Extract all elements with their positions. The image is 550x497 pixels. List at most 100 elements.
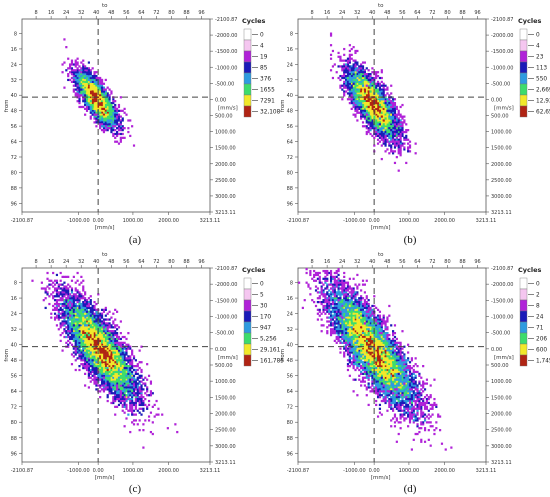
heatmap-cell	[134, 403, 137, 407]
right-tick-label: 2500.00	[215, 428, 236, 434]
heatmap-cell	[352, 67, 355, 70]
heatmap-cell	[127, 396, 130, 399]
heatmap-cell	[390, 115, 393, 118]
heatmap-cell	[367, 98, 370, 101]
heatmap-cell	[395, 127, 398, 130]
heatmap-cell	[82, 304, 85, 308]
heatmap-cell	[423, 417, 427, 420]
heatmap-cell	[401, 374, 404, 377]
heatmap-cell	[108, 343, 111, 346]
heatmap-cell	[97, 363, 100, 366]
heatmap-cell	[371, 80, 374, 83]
heatmap-cell	[354, 115, 357, 118]
heatmap-cell	[55, 314, 59, 317]
heatmap-cell	[354, 337, 357, 341]
heatmap-cell	[382, 138, 385, 141]
heatmap-cell	[354, 59, 357, 62]
heatmap-cell	[326, 279, 329, 282]
heatmap-cell	[375, 113, 378, 116]
heatmap-cell	[102, 119, 106, 122]
heatmap-cell	[360, 343, 363, 346]
heatmap-cell	[352, 84, 355, 87]
heatmap-cell	[350, 88, 353, 91]
heatmap-cell	[348, 332, 351, 335]
heatmap-cell	[356, 332, 359, 335]
heatmap-cell	[100, 84, 104, 87]
heatmap-cell	[388, 347, 391, 350]
heatmap-cell	[371, 111, 374, 114]
heatmap-cell	[380, 370, 383, 374]
heatmap-cell	[390, 396, 393, 399]
heatmap-cell	[395, 347, 398, 350]
heatmap-cell	[106, 396, 109, 399]
heatmap-cell	[72, 304, 75, 308]
heatmap-cell	[346, 98, 350, 101]
heatmap-cell	[356, 80, 359, 83]
heatmap-cell	[378, 92, 382, 95]
heatmap-cell	[100, 366, 104, 370]
heatmap-cell	[397, 388, 400, 391]
heatmap-cell	[365, 353, 368, 356]
right-tick-label: 1500.00	[491, 146, 512, 152]
heatmap-cell	[80, 326, 83, 329]
heatmap-cell	[69, 337, 72, 341]
heatmap-cell	[375, 132, 378, 136]
heatmap-cell	[116, 347, 119, 350]
heatmap-cell	[416, 407, 419, 410]
heatmap-cell	[76, 320, 79, 323]
heatmap-cell	[117, 357, 121, 360]
heatmap-cell	[85, 308, 89, 311]
heatmap-cell	[397, 132, 400, 136]
heatmap-cell	[125, 368, 128, 372]
heatmap-cell	[316, 308, 319, 311]
heatmap-cell	[384, 361, 387, 364]
heatmap-cell	[63, 316, 66, 319]
heatmap-cell	[74, 65, 77, 68]
legend-label: 161,785	[260, 359, 284, 365]
heatmap-cell	[123, 370, 126, 374]
heatmap-cell	[129, 376, 132, 379]
heatmap-cell	[80, 332, 83, 335]
heatmap-cell	[399, 421, 402, 424]
heatmap-cell	[369, 308, 372, 311]
heatmap-cell	[328, 295, 331, 298]
heatmap-cell	[65, 341, 68, 344]
heatmap-cell	[93, 103, 96, 107]
heatmap-cell	[422, 413, 425, 416]
heatmap-cell	[80, 318, 83, 321]
heatmap-cell	[134, 370, 137, 374]
heatmap-cell	[80, 316, 83, 319]
heatmap-cell	[31, 279, 34, 282]
heatmap-cell	[134, 394, 137, 397]
heatmap-cell	[106, 357, 109, 360]
heatmap-cell	[131, 359, 134, 362]
heatmap-cell	[85, 330, 89, 333]
heatmap-cell	[110, 115, 113, 118]
heatmap-cell	[360, 353, 363, 356]
heatmap-cell	[395, 361, 398, 364]
heatmap-cell	[146, 407, 149, 410]
heatmap-cell	[116, 333, 119, 337]
heatmap-cell	[360, 357, 363, 360]
heatmap-cell	[114, 397, 117, 401]
heatmap-cell	[95, 82, 98, 85]
legend-swatch	[243, 354, 252, 367]
heatmap-cell	[408, 144, 412, 147]
heatmap-cell	[346, 295, 350, 298]
heatmap-cell	[125, 113, 128, 116]
heatmap-cell	[123, 386, 126, 389]
heatmap-cell	[78, 310, 81, 313]
heatmap-cell	[102, 98, 106, 101]
legend-swatch	[519, 28, 528, 41]
heatmap-cell	[119, 320, 122, 323]
heatmap-cell	[84, 65, 87, 68]
heatmap-cell	[416, 399, 419, 403]
heatmap-cell	[80, 297, 83, 300]
heatmap-cell	[112, 127, 115, 130]
heatmap-cell	[412, 438, 415, 441]
heatmap-cell	[102, 105, 106, 109]
heatmap-cell	[84, 299, 87, 302]
heatmap-cell	[378, 376, 382, 379]
heatmap-cell	[100, 312, 104, 315]
heatmap-cell	[363, 73, 366, 76]
